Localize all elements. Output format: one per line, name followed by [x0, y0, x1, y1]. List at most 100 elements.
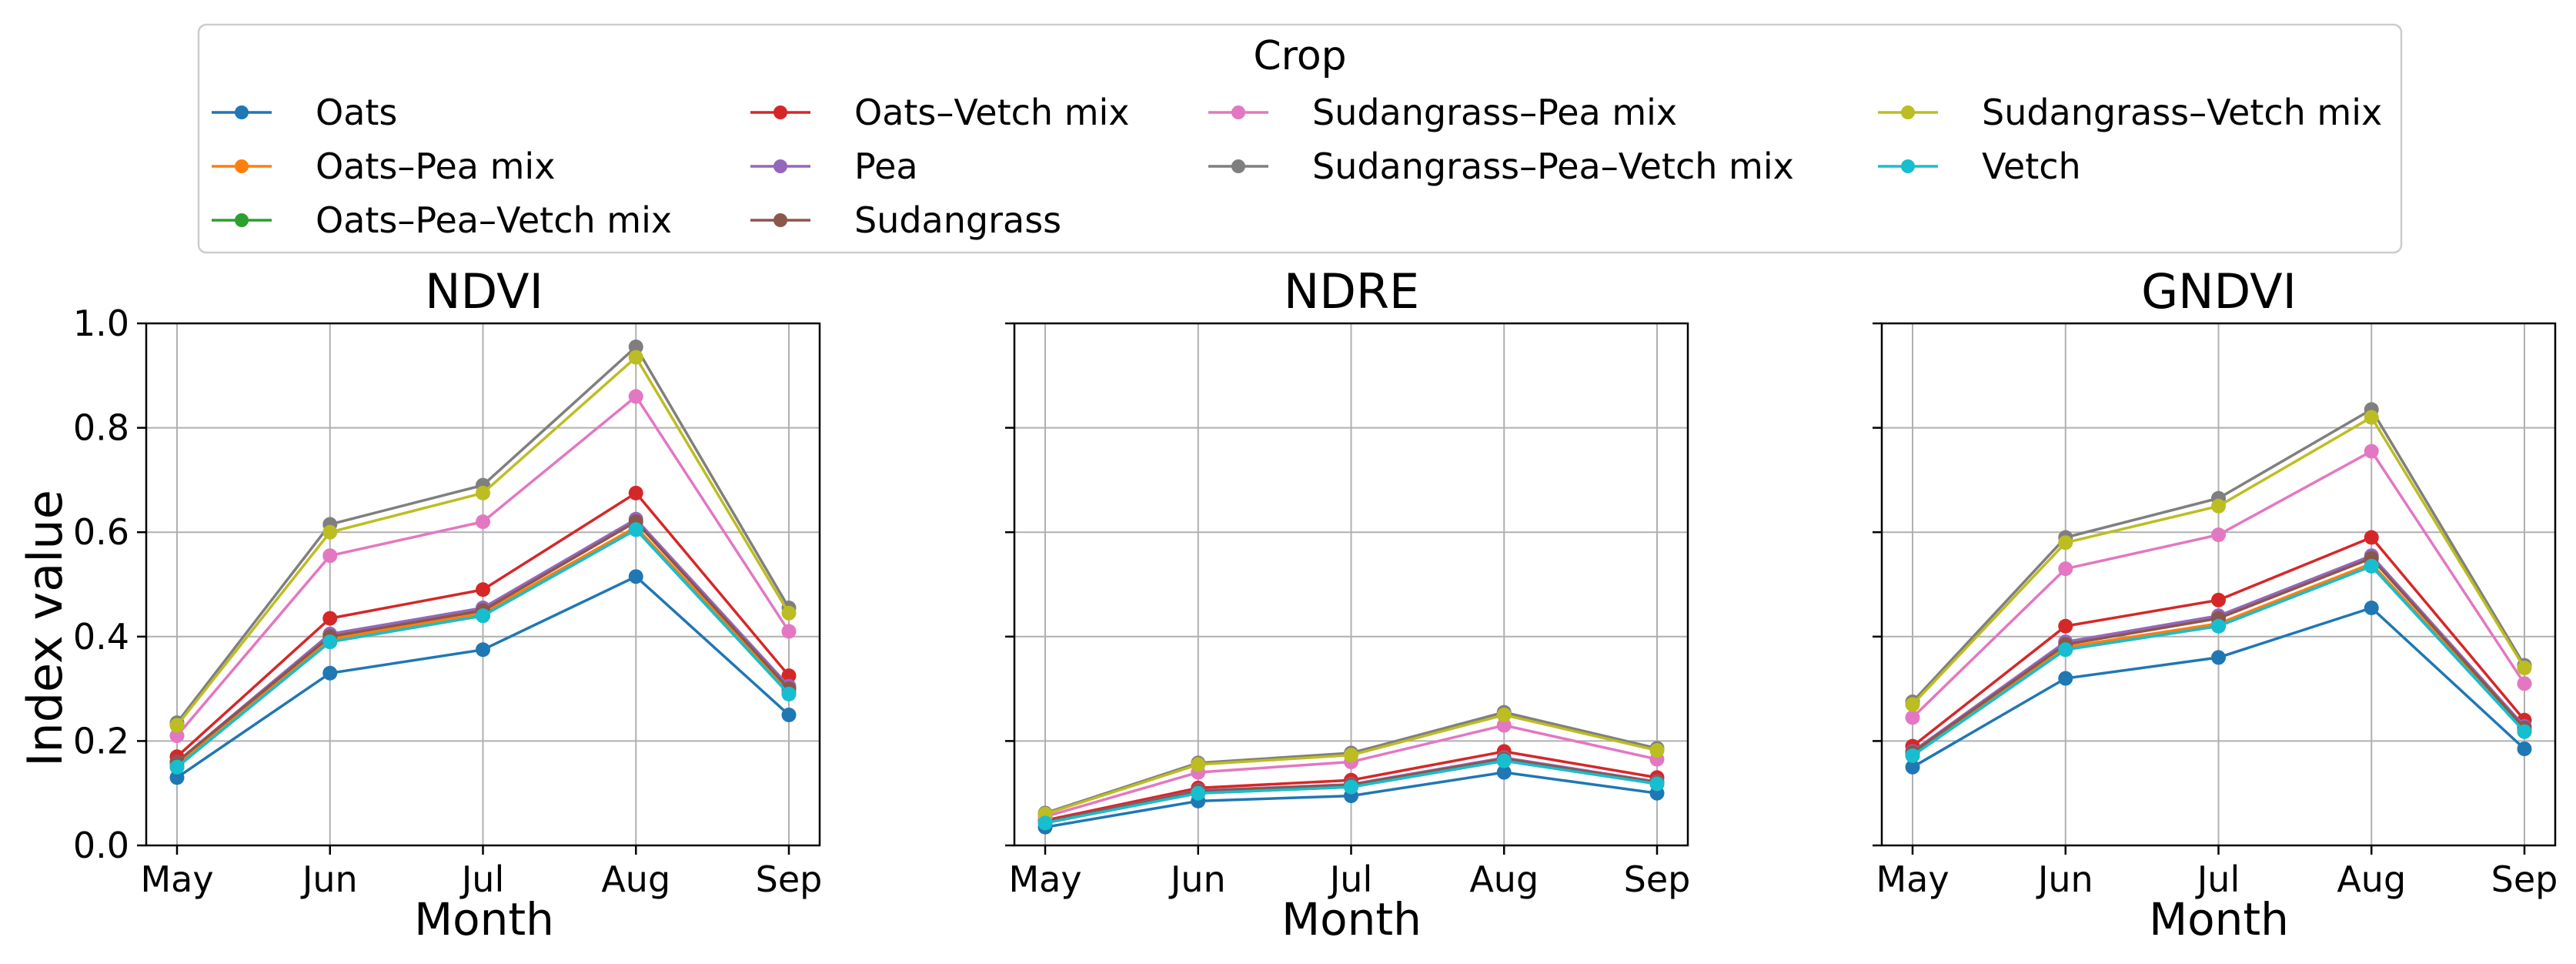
data-point-gndvi-oats-sep: [2517, 741, 2532, 757]
legend-marker-pea: [773, 159, 787, 173]
legend-entries: Oats Oats–Pea mix Oats–Pea–Vetch mix Oats–V…: [212, 92, 2382, 241]
x-tick-label-ndvi: Sep: [756, 859, 823, 900]
legend-marker-sudangrass-vetch-mix: [1901, 105, 1915, 119]
legend-label-sudangrass-pea-vetch-mix: Sudangrass–Pea–Vetch mix: [1312, 146, 1794, 187]
legend-marker-oats-pea-mix: [235, 159, 249, 173]
x-axis-label-ndvi: Month: [414, 893, 554, 946]
series-ndvi-sudangrass-vetch-mix: [169, 350, 797, 733]
data-point-ndvi-sudangrass-pea-mix-may: [169, 728, 185, 744]
data-point-ndre-vetch-jul: [1344, 779, 1358, 795]
data-point-ndvi-sudangrass-vetch-mix-aug: [628, 350, 643, 365]
x-tick-label-ndvi: May: [140, 859, 213, 900]
legend-frame: [197, 23, 2403, 254]
legend-label-oats-pea-mix: Oats–Pea mix: [316, 146, 555, 187]
x-tick-label-ndvi: Aug: [601, 859, 670, 900]
legend-label-sudangrass: Sudangrass: [854, 199, 1061, 241]
panel-title-ndre: NDRE: [1284, 263, 1419, 320]
y-tick-label: 0.0: [73, 825, 129, 866]
data-point-gndvi-sudangrass-vetch-mix-may: [1905, 697, 1920, 712]
data-point-gndvi-sudangrass-vetch-mix-jun: [2058, 535, 2073, 551]
panel-ndre: NDRE Month May Jun Jul Aug Sep: [1005, 263, 1690, 946]
x-tick-label-ndre: Jul: [1328, 859, 1373, 900]
series-ndvi-sudangrass-pea-mix: [169, 389, 797, 744]
legend-item-vetch: Vetch: [1878, 146, 2081, 187]
data-point-ndvi-oats-vetch-mix-jul: [476, 582, 490, 597]
data-point-ndvi-oats-vetch-mix-jun: [322, 611, 338, 626]
legend-marker-sudangrass-pea-vetch-mix: [1231, 159, 1245, 173]
data-point-gndvi-oats-may: [1905, 759, 1920, 775]
x-axis-label-ndre: Month: [1281, 893, 1422, 946]
data-point-gndvi-oats-jul: [2211, 650, 2226, 665]
data-point-ndre-vetch-may: [1037, 815, 1053, 831]
data-point-ndvi-sudangrass-vetch-mix-may: [169, 718, 185, 733]
data-point-ndvi-oats-may: [169, 770, 185, 785]
series-gndvi-oats: [1905, 601, 2532, 775]
x-tick-label-ndre: Sep: [1624, 859, 1691, 900]
panel-title-ndvi: NDVI: [425, 263, 543, 320]
legend-marker-oats-vetch-mix: [773, 105, 787, 119]
data-point-ndre-oats-aug: [1496, 765, 1512, 780]
data-point-gndvi-vetch-may: [1905, 748, 1920, 763]
data-point-gndvi-sudangrass-vetch-mix-sep: [2517, 660, 2532, 675]
legend-item-oats: Oats: [212, 92, 397, 133]
panel-gndvi: GNDVI Month May Jun Jul Aug Sep: [1873, 263, 2558, 946]
data-point-ndvi-vetch-sep: [781, 686, 797, 701]
legend-marker-oats: [235, 105, 249, 119]
x-axis-label-gndvi: Month: [2149, 893, 2289, 946]
data-point-ndvi-vetch-aug: [628, 522, 643, 537]
data-point-ndvi-sudangrass-pea-mix-jun: [322, 548, 338, 564]
data-point-gndvi-sudangrass-pea-mix-aug: [2364, 444, 2379, 459]
data-point-gndvi-oats-aug: [2364, 601, 2379, 616]
data-point-ndvi-sudangrass-pea-mix-jul: [476, 514, 490, 530]
series-ndre-vetch: [1037, 753, 1665, 831]
x-tick-label-ndre: Jun: [1168, 859, 1226, 900]
series-ndvi-vetch: [169, 522, 797, 775]
legend-label-oats: Oats: [316, 92, 397, 133]
data-point-ndvi-sudangrass-pea-mix-aug: [628, 389, 643, 404]
data-point-ndvi-oats-vetch-mix-sep: [781, 668, 797, 684]
data-point-ndvi-oats-jul: [476, 642, 490, 658]
x-tick-label-gndvi: Sep: [2491, 859, 2558, 900]
x-tick-label-gndvi: May: [1876, 859, 1949, 900]
y-axis-label: Index value: [17, 490, 73, 767]
data-point-ndre-sudangrass-pea-mix-aug: [1496, 718, 1512, 733]
data-point-gndvi-sudangrass-vetch-mix-aug: [2364, 410, 2379, 425]
y-tick-label: 0.2: [73, 720, 129, 761]
data-point-ndvi-vetch-may: [169, 759, 185, 775]
data-point-gndvi-sudangrass-pea-mix-may: [1905, 710, 1920, 725]
data-point-ndvi-sudangrass-pea-vetch-mix-aug: [628, 340, 643, 355]
data-point-gndvi-sudangrass-vetch-mix-jul: [2211, 498, 2226, 514]
legend-item-oats-pea-mix: Oats–Pea mix: [212, 146, 555, 187]
legend-label-sudangrass-vetch-mix: Sudangrass–Vetch mix: [1982, 92, 2382, 133]
data-point-gndvi-oats-jun: [2058, 671, 2073, 686]
data-point-ndvi-oats-aug: [628, 569, 643, 584]
y-tick-label: 0.6: [73, 511, 129, 553]
data-point-ndvi-sudangrass-vetch-mix-jun: [322, 524, 338, 540]
legend-marker-oats-pea-vetch-mix: [235, 213, 249, 227]
x-tick-label-ndvi: Jun: [300, 859, 358, 900]
legend-item-sudangrass-vetch-mix: Sudangrass–Vetch mix: [1878, 92, 2382, 133]
legend-label-vetch: Vetch: [1982, 146, 2081, 187]
legend-label-pea: Pea: [854, 146, 918, 187]
data-point-gndvi-oats-vetch-mix-jul: [2211, 592, 2226, 608]
data-point-ndre-sudangrass-vetch-mix-sep: [1649, 743, 1665, 758]
series-gndvi-vetch: [1905, 558, 2532, 763]
data-point-gndvi-vetch-jul: [2211, 618, 2226, 634]
x-tick-label-gndvi: Aug: [2337, 859, 2406, 900]
data-point-ndre-sudangrass-vetch-mix-jun: [1191, 757, 1206, 772]
data-point-ndvi-sudangrass-vetch-mix-sep: [781, 605, 797, 621]
data-point-ndvi-oats-jun: [322, 665, 338, 681]
legend-item-sudangrass-pea-mix: Sudangrass–Pea mix: [1208, 92, 1677, 133]
series-gndvi-sudangrass-vetch-mix: [1905, 410, 2532, 712]
data-point-gndvi-oats-vetch-mix-aug: [2364, 530, 2379, 545]
x-tick-label-gndvi: Jul: [2195, 859, 2240, 900]
data-point-ndvi-sudangrass-pea-mix-sep: [781, 624, 797, 639]
data-point-ndre-vetch-sep: [1649, 776, 1665, 792]
legend-item-oats-pea-vetch-mix: Oats–Pea–Vetch mix: [212, 199, 672, 241]
series-ndvi-oats: [169, 569, 797, 785]
x-tick-label-ndre: May: [1008, 859, 1081, 900]
y-tick-label: 0.4: [73, 616, 129, 658]
data-point-gndvi-vetch-sep: [2517, 724, 2532, 739]
